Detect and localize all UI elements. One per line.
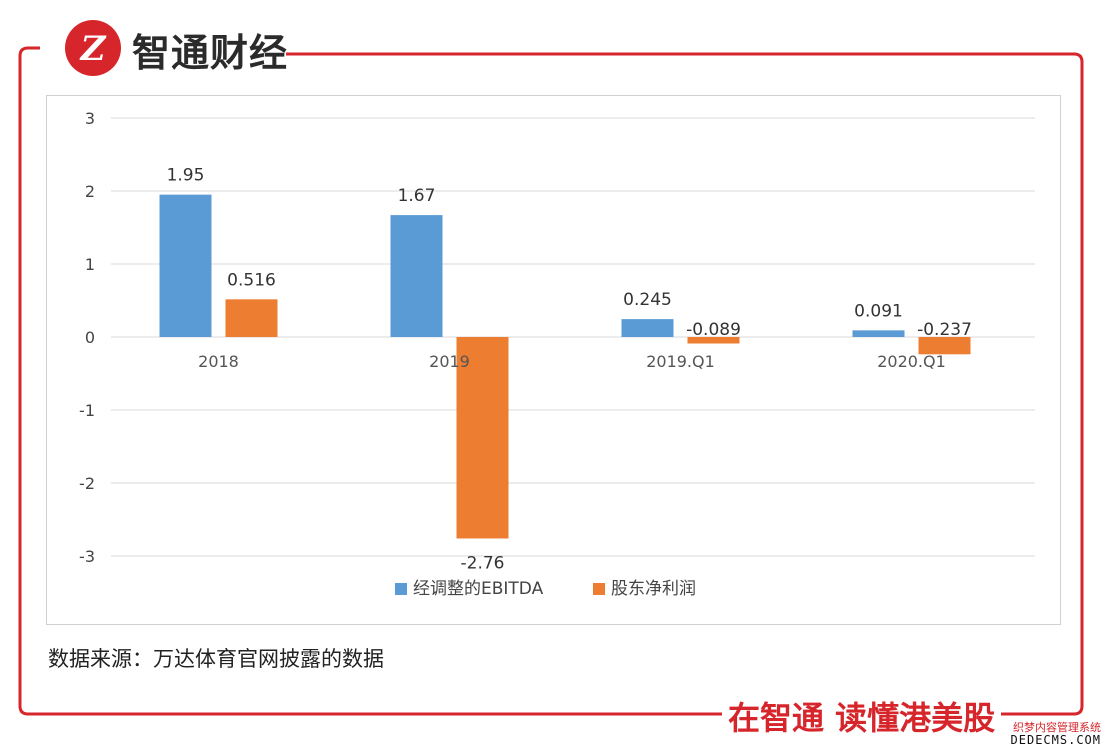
y-tick-label: 1: [85, 255, 95, 274]
watermark: 织梦内容管理系统 DEDECMS.COM: [1010, 721, 1101, 747]
data-label: -2.76: [461, 553, 505, 573]
bar: [159, 194, 212, 337]
bar: [621, 319, 674, 337]
data-source-note: 数据来源：万达体育官网披露的数据: [48, 647, 384, 671]
bar: [456, 337, 509, 539]
y-tick-label: 2: [85, 182, 95, 201]
legend-label: 股东净利润: [611, 579, 696, 599]
data-label: -0.089: [686, 320, 741, 340]
bar: [852, 330, 905, 337]
watermark-line-1: 织梦内容管理系统: [1010, 721, 1101, 734]
logo-mark: Z: [79, 29, 107, 69]
brand-name: 智通财经: [132, 31, 289, 75]
legend-swatch: [395, 583, 407, 595]
y-tick-label: -1: [79, 401, 95, 420]
x-tick-label: 2019.Q1: [646, 352, 715, 371]
bar: [225, 299, 278, 337]
data-label: 0.091: [854, 301, 903, 321]
x-tick-label: 2019: [429, 352, 470, 371]
logo-icon: [65, 20, 121, 76]
data-label: 0.516: [227, 270, 276, 290]
bar: [390, 215, 443, 337]
y-tick-label: -3: [79, 547, 95, 566]
y-tick-label: 3: [85, 109, 95, 128]
bar-chart: 3 2 1 0 -1 -2 -3 1.95 0.516 2018 1.67 -2.76 2019 0.24…: [79, 109, 1035, 599]
bar: [918, 337, 971, 355]
chart-panel: 3 2 1 0 -1 -2 -3 1.95 0.516 2018 1.67 -2.76 2019 0.24…: [46, 95, 1061, 625]
bar: [687, 337, 740, 344]
slogan: 在智通 读懂港美股: [722, 693, 1002, 739]
data-label: 1.95: [167, 166, 205, 186]
x-tick-label: 2020.Q1: [877, 352, 946, 371]
y-tick-label: -2: [79, 474, 95, 493]
watermark-line-2: DEDECMS.COM: [1010, 733, 1101, 747]
data-label: -0.237: [917, 320, 972, 340]
legend-swatch: [593, 583, 605, 595]
data-label: 1.67: [398, 186, 436, 206]
x-tick-label: 2018: [198, 352, 239, 371]
legend-label: 经调整的EBITDA: [413, 579, 544, 599]
data-label: 0.245: [623, 290, 672, 310]
y-tick-label: 0: [85, 328, 95, 347]
